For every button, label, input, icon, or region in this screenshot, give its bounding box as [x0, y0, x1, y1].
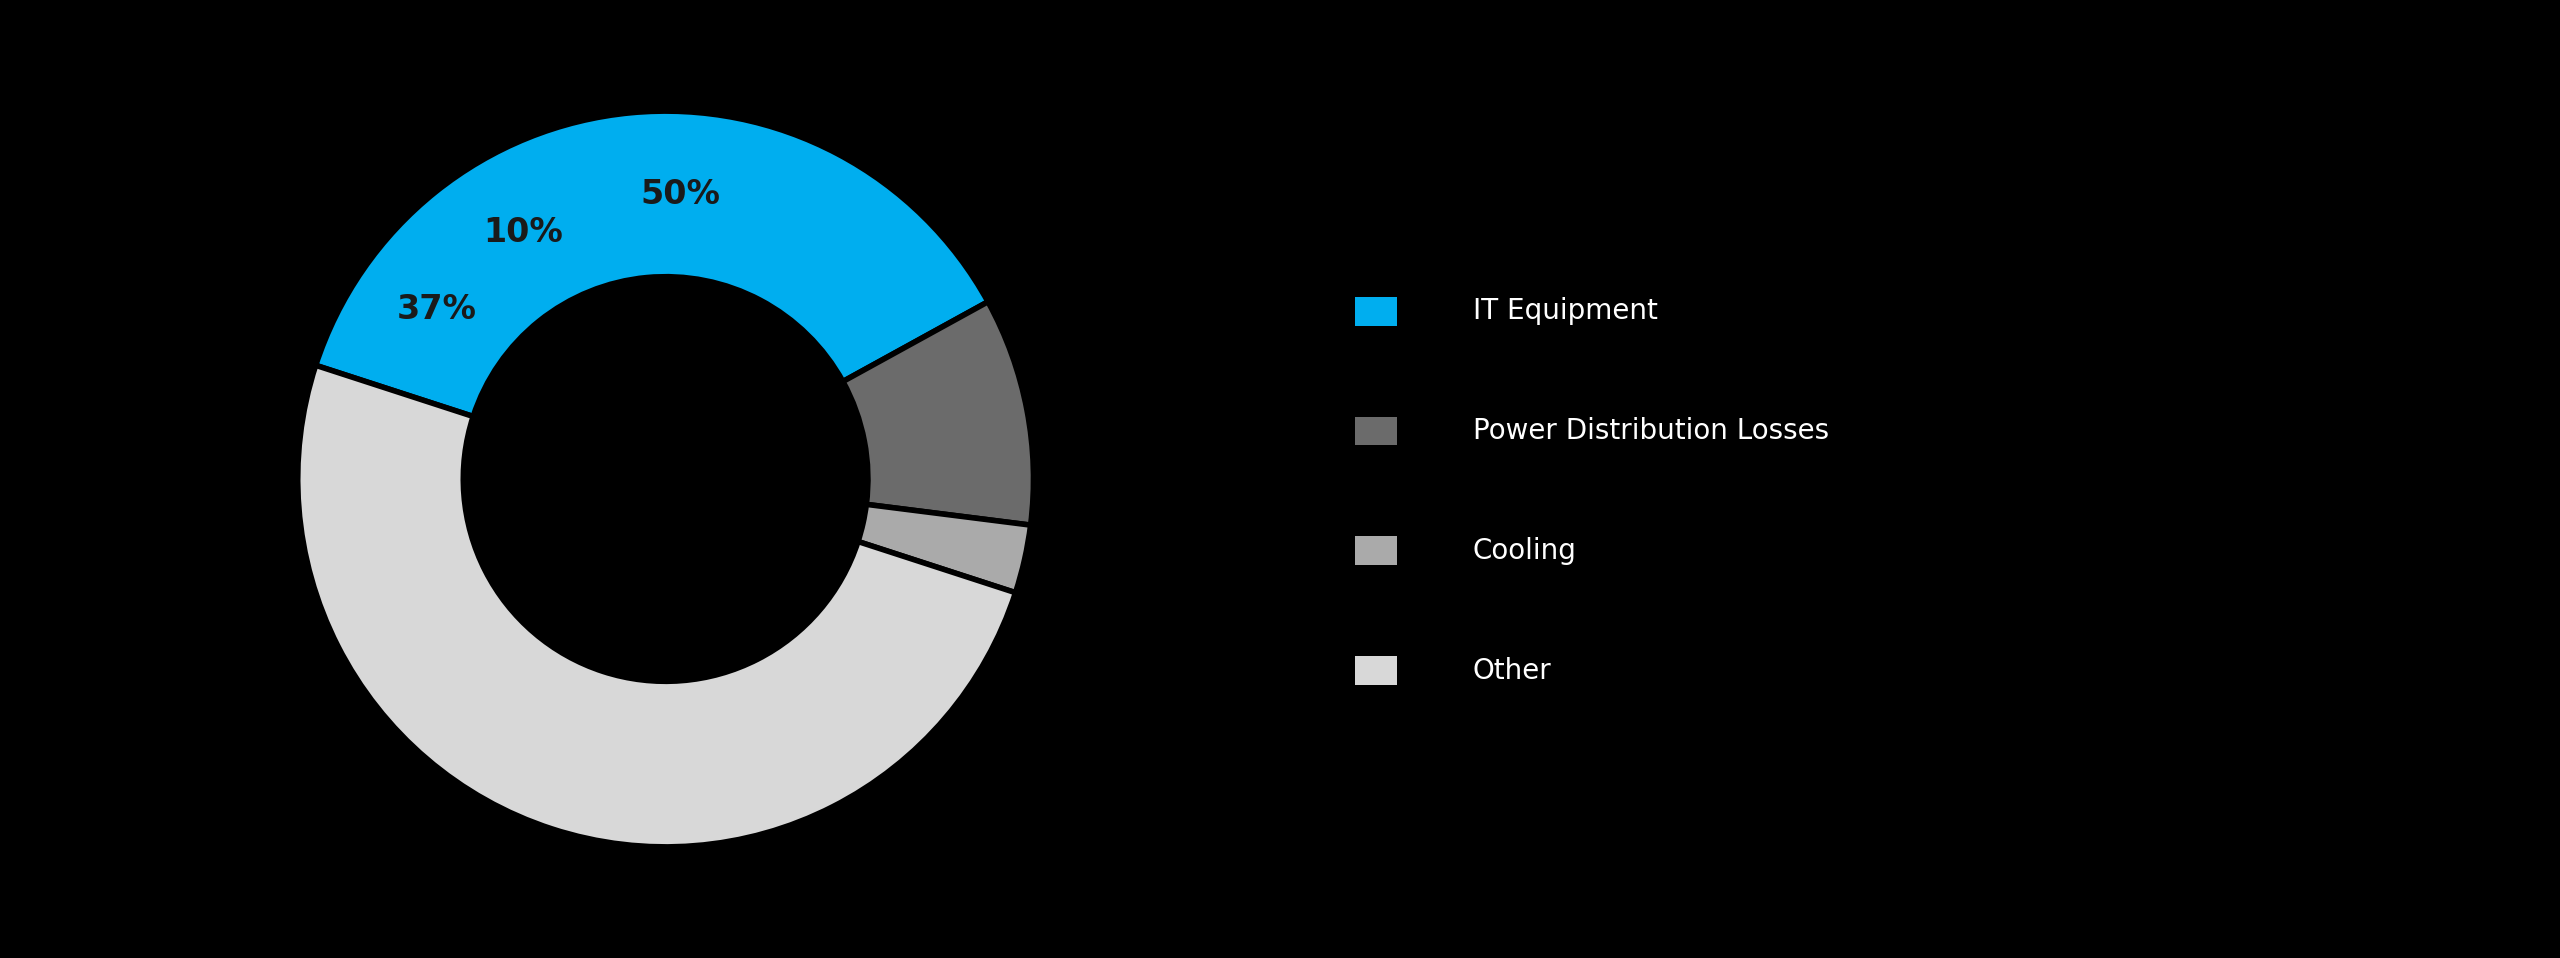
- FancyBboxPatch shape: [1354, 536, 1398, 565]
- Text: Power Distribution Losses: Power Distribution Losses: [1472, 417, 1828, 445]
- Wedge shape: [842, 302, 1034, 525]
- Wedge shape: [858, 504, 1032, 593]
- Wedge shape: [297, 365, 1016, 847]
- Text: IT Equipment: IT Equipment: [1472, 297, 1656, 326]
- Text: 50%: 50%: [640, 178, 719, 211]
- Text: 10%: 10%: [484, 216, 563, 248]
- Text: Cooling: Cooling: [1472, 536, 1577, 565]
- FancyBboxPatch shape: [1354, 417, 1398, 445]
- Text: 37%: 37%: [397, 293, 476, 326]
- Text: Other: Other: [1472, 656, 1551, 685]
- FancyBboxPatch shape: [1354, 297, 1398, 326]
- Wedge shape: [315, 111, 988, 417]
- FancyBboxPatch shape: [1354, 656, 1398, 685]
